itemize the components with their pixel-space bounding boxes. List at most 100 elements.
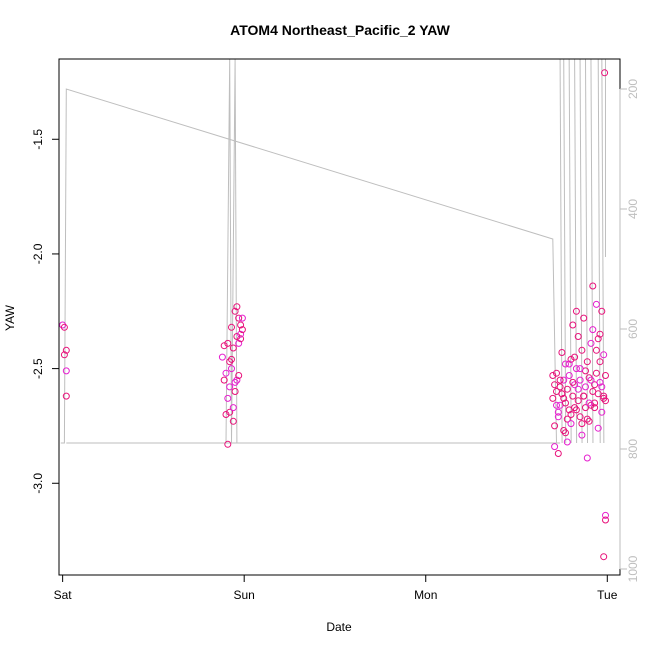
data-point — [580, 314, 588, 322]
data-point — [576, 365, 584, 373]
data-point — [565, 372, 573, 379]
data-point — [589, 282, 597, 290]
data-point — [576, 376, 584, 384]
data-point — [222, 369, 230, 377]
data-point — [576, 413, 584, 421]
data-point — [563, 385, 571, 393]
data-point — [589, 326, 597, 334]
data-point — [226, 408, 234, 416]
data-point — [560, 427, 568, 434]
data-point — [600, 392, 608, 400]
line-series — [60, 58, 606, 444]
data-point — [62, 346, 70, 354]
y2-tick-label: 400 — [626, 199, 640, 219]
data-point — [556, 376, 564, 384]
x-tick-label: Mon — [414, 588, 437, 602]
data-point — [237, 330, 245, 338]
data-point — [585, 374, 593, 382]
data-point — [558, 349, 566, 356]
data-point — [574, 333, 582, 340]
data-point — [229, 344, 237, 352]
data-point — [569, 378, 577, 386]
data-point — [596, 358, 604, 366]
y-tick-label: -1.5 — [31, 129, 45, 150]
data-point — [237, 321, 245, 329]
line-spike — [559, 58, 563, 444]
data-point — [572, 406, 580, 414]
data-point — [224, 394, 232, 402]
data-point — [562, 399, 569, 407]
data-point — [226, 383, 234, 391]
y2-tick-label: 600 — [626, 319, 640, 339]
data-point — [574, 397, 582, 405]
data-point — [602, 372, 609, 379]
data-point — [228, 323, 235, 331]
y-tick-label: -3.0 — [31, 473, 45, 494]
y-axis: -1.5 -2.0 -2.5 -3.0 — [31, 129, 60, 494]
data-point — [218, 353, 226, 361]
data-point — [592, 346, 600, 354]
data-point — [587, 401, 595, 409]
data-point — [556, 383, 564, 391]
data-point — [549, 372, 557, 379]
x-tick-label: Sun — [234, 588, 255, 602]
data-point — [598, 408, 606, 416]
data-point — [571, 353, 579, 361]
data-point — [231, 388, 239, 395]
data-point — [567, 420, 575, 428]
data-point — [592, 369, 600, 377]
data-point — [580, 392, 588, 400]
data-point — [600, 394, 608, 402]
data-point — [578, 431, 586, 439]
data-point — [562, 429, 569, 437]
data-point — [567, 355, 575, 363]
data-point — [583, 358, 591, 366]
data-point — [238, 326, 246, 334]
data-point — [554, 413, 562, 421]
x-axis-label: Date — [326, 620, 352, 634]
data-point — [59, 321, 67, 329]
data-point — [229, 404, 237, 412]
data-point — [582, 383, 589, 391]
x-tick-label: Sat — [54, 588, 73, 602]
data-point — [569, 392, 577, 400]
data-point — [235, 339, 243, 347]
line-spike — [601, 58, 605, 444]
data-point — [551, 443, 559, 451]
data-point — [594, 424, 602, 432]
data-point — [585, 417, 593, 425]
data-point — [560, 394, 568, 402]
data-point — [549, 394, 557, 402]
data-point — [554, 408, 562, 416]
scatter-series — [59, 69, 609, 561]
data-point — [231, 378, 239, 386]
data-point — [585, 399, 593, 407]
data-point — [553, 401, 560, 409]
data-point — [558, 390, 566, 398]
data-point — [563, 415, 571, 423]
data-point — [62, 392, 70, 400]
data-point — [554, 450, 562, 457]
y-axis-label: YAW — [3, 304, 17, 331]
data-point — [587, 376, 595, 384]
line-spike — [568, 58, 572, 444]
y2-axis: 200 400 600 800 1000 — [619, 79, 640, 582]
data-point — [594, 335, 602, 343]
data-point — [602, 516, 609, 524]
data-point — [601, 69, 609, 77]
data-point — [569, 321, 577, 329]
data-point — [578, 346, 586, 354]
data-point — [551, 422, 559, 430]
data-point — [228, 365, 235, 373]
data-point — [562, 360, 569, 368]
data-point — [237, 335, 245, 343]
x-tick-label: Tue — [597, 588, 618, 602]
data-point — [596, 330, 604, 338]
y2-tick-label: 800 — [626, 439, 640, 459]
data-point — [598, 307, 606, 315]
data-point — [62, 367, 70, 375]
data-point — [572, 307, 580, 315]
line-spike — [574, 58, 578, 444]
data-point — [587, 339, 595, 347]
data-point — [602, 397, 609, 405]
